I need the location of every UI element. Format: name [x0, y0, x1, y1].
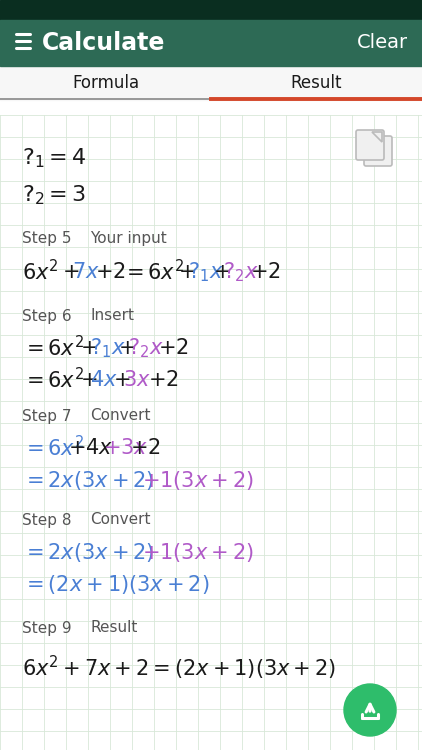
Text: Step 7: Step 7 — [22, 409, 71, 424]
Text: Step 9: Step 9 — [22, 620, 72, 635]
Text: $6x^2 + 7x + 2 = (2x + 1)(3x + 2)$: $6x^2 + 7x + 2 = (2x + 1)(3x + 2)$ — [22, 654, 336, 682]
Bar — [0, 115, 422, 750]
Text: $+ 4x$: $+ 4x$ — [68, 438, 113, 458]
Text: $=2x(3x + 2)$: $=2x(3x + 2)$ — [22, 469, 154, 491]
Text: $?_2x$: $?_2x$ — [128, 336, 164, 360]
Text: $?_2x$: $?_2x$ — [223, 260, 259, 284]
Text: $=2x(3x + 2)$: $=2x(3x + 2)$ — [22, 541, 154, 563]
Text: $=6x^2$: $=6x^2$ — [22, 436, 84, 460]
Text: $=(2x + 1)(3x + 2)$: $=(2x + 1)(3x + 2)$ — [22, 572, 209, 596]
Text: Insert: Insert — [90, 308, 134, 323]
Text: $+3x$: $+3x$ — [103, 438, 148, 458]
Text: Step 6: Step 6 — [22, 308, 72, 323]
Circle shape — [344, 684, 396, 736]
Text: $+1(3x + 2)$: $+1(3x + 2)$ — [142, 469, 254, 491]
Text: $= 6x^2$: $= 6x^2$ — [122, 260, 184, 284]
Bar — [0, 20, 422, 66]
Text: $+$: $+$ — [80, 370, 97, 389]
Text: Convert: Convert — [90, 409, 151, 424]
Text: $+ 2$: $+ 2$ — [130, 438, 161, 458]
Polygon shape — [372, 132, 382, 142]
Text: $?_1x$: $?_1x$ — [188, 260, 224, 284]
Text: $6x^2$: $6x^2$ — [22, 260, 59, 284]
Text: $?_2 = 3$: $?_2 = 3$ — [22, 183, 86, 207]
Text: $4x$: $4x$ — [90, 370, 118, 390]
Text: $?_1x$: $?_1x$ — [90, 336, 126, 360]
Text: Your input: Your input — [90, 230, 167, 245]
Text: $+$: $+$ — [178, 262, 195, 281]
Text: $= 6x^2$: $= 6x^2$ — [22, 368, 84, 392]
Text: $+ 2$: $+ 2$ — [250, 262, 281, 282]
Text: $+$: $+$ — [113, 370, 130, 389]
Text: Result: Result — [90, 620, 138, 635]
FancyBboxPatch shape — [356, 130, 384, 160]
Text: $+$: $+$ — [118, 338, 135, 358]
Text: $3x$: $3x$ — [123, 370, 151, 390]
Text: $+$: $+$ — [80, 338, 97, 358]
Text: Clear: Clear — [357, 34, 408, 53]
Text: Step 5: Step 5 — [22, 230, 71, 245]
Text: Formula: Formula — [72, 74, 139, 92]
Text: $7x$: $7x$ — [72, 262, 100, 282]
Text: $+ 2$: $+ 2$ — [148, 370, 179, 390]
Bar — [0, 66, 422, 100]
FancyBboxPatch shape — [364, 136, 392, 166]
Text: $+ 2$: $+ 2$ — [95, 262, 126, 282]
Text: $= 6x^2$: $= 6x^2$ — [22, 335, 84, 361]
Text: Convert: Convert — [90, 512, 151, 527]
Text: $+ 2$: $+ 2$ — [158, 338, 189, 358]
Text: Calculate: Calculate — [42, 31, 165, 55]
Text: $+$: $+$ — [62, 262, 79, 281]
Text: $?_1 = 4$: $?_1 = 4$ — [22, 146, 87, 170]
Text: Step 8: Step 8 — [22, 512, 71, 527]
Text: $+$: $+$ — [213, 262, 230, 281]
Text: Result: Result — [291, 74, 342, 92]
Text: $+1(3x + 2)$: $+1(3x + 2)$ — [142, 541, 254, 563]
Bar — [0, 0, 422, 20]
